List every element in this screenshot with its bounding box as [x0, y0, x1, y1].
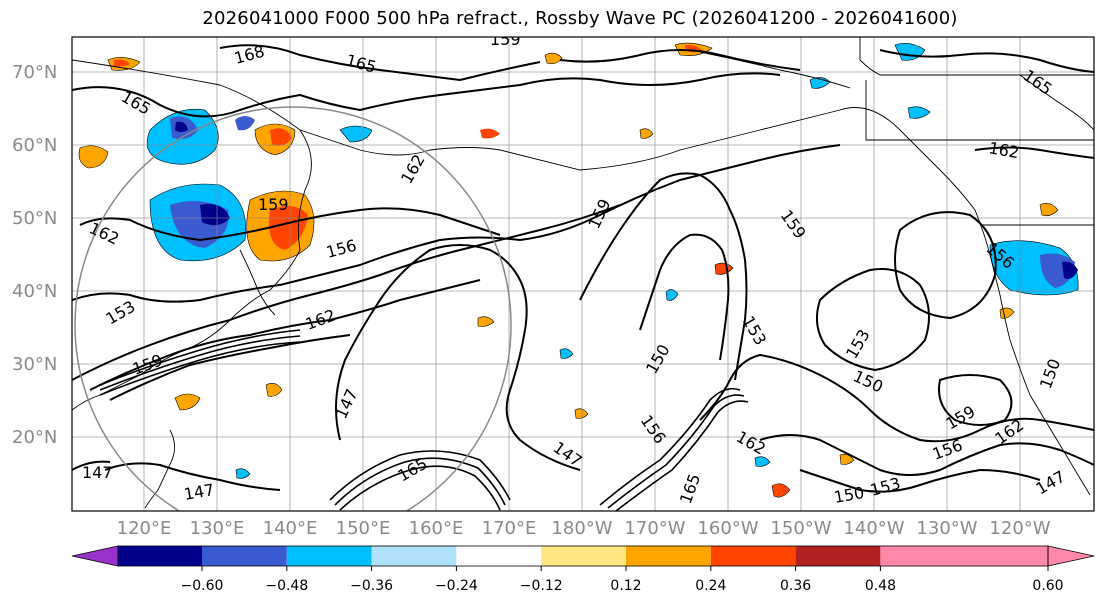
- contour-lines: [72, 44, 1094, 493]
- lon-label: 140°E: [263, 518, 318, 539]
- lon-label: 160°E: [409, 518, 464, 539]
- coastlines: [72, 37, 1094, 509]
- colorbar-cell: [371, 546, 457, 566]
- influence-circle: [74, 106, 512, 511]
- lon-label: 170°E: [482, 518, 537, 539]
- lat-label: 50°N: [12, 208, 57, 229]
- contour-label: 159: [490, 30, 521, 49]
- colorbar-tick-label: −0.12: [520, 578, 563, 594]
- lat-label: 30°N: [12, 354, 57, 375]
- lon-label: 180°W: [551, 518, 612, 539]
- map-title: 2026041000 F000 500 hPa refract., Rossby…: [202, 8, 958, 29]
- colorbar-cell: [795, 546, 881, 566]
- colorbar-extend-left: [71, 545, 119, 567]
- colorbar-cell: [880, 546, 1048, 566]
- colorbar-tick-label: −0.24: [435, 578, 478, 594]
- lon-label: 150°W: [770, 518, 831, 539]
- lon-label: 160°W: [697, 518, 758, 539]
- colorbar-cell: [202, 546, 287, 566]
- lon-label: 120°E: [117, 518, 172, 539]
- colorbar-extend-right: [1047, 545, 1095, 567]
- lon-label: 170°W: [624, 518, 685, 539]
- colorbar-cell: [456, 546, 542, 566]
- colorbar-tick-label: −0.36: [350, 578, 393, 594]
- map-frame: [71, 36, 1095, 512]
- lat-label: 40°N: [12, 281, 57, 302]
- colorbar-tick-label: 0.12: [610, 578, 641, 594]
- colorbar-tick-label: −0.60: [181, 578, 224, 594]
- colorbar-tick-label: 0.60: [1032, 578, 1063, 594]
- lon-label: 130°E: [190, 518, 245, 539]
- lat-label: 20°N: [12, 427, 57, 448]
- colorbar-tick-label: 0.24: [695, 578, 726, 594]
- lat-label: 60°N: [12, 135, 57, 156]
- colorbar-tick-label: 0.48: [865, 578, 896, 594]
- contour-label: 147: [82, 463, 113, 482]
- lon-label: 120°W: [989, 518, 1050, 539]
- colorbar-cell: [710, 546, 796, 566]
- colorbar-cell: [286, 546, 372, 566]
- contour-label: 159: [258, 195, 289, 214]
- map-plot-area: 159 168 165 165 165 162 162 159 162 156 …: [72, 30, 1094, 511]
- shading-layer: [78, 42, 1079, 498]
- lon-label: 150°E: [336, 518, 391, 539]
- colorbar-cell: [541, 546, 626, 566]
- longitude-labels: 120°E 130°E 140°E 150°E 160°E 170°E 180°…: [117, 518, 1051, 539]
- lon-label: 130°W: [916, 518, 977, 539]
- colorbar: −0.60 −0.48 −0.36 −0.24 −0.12 0.12 0.24 0.36 0.4…: [71, 545, 1095, 594]
- colorbar-cell: [118, 546, 202, 566]
- colorbar-cell: [626, 546, 711, 566]
- lon-label: 140°W: [843, 518, 904, 539]
- colorbar-tick-label: 0.36: [780, 578, 811, 594]
- latitude-labels: 70°N 60°N 50°N 40°N 30°N 20°N: [12, 62, 57, 448]
- jet-contours: [99, 329, 749, 511]
- colorbar-tick-label: −0.48: [265, 578, 308, 594]
- lat-label: 70°N: [12, 62, 57, 83]
- colorbar-frame: [117, 545, 1049, 567]
